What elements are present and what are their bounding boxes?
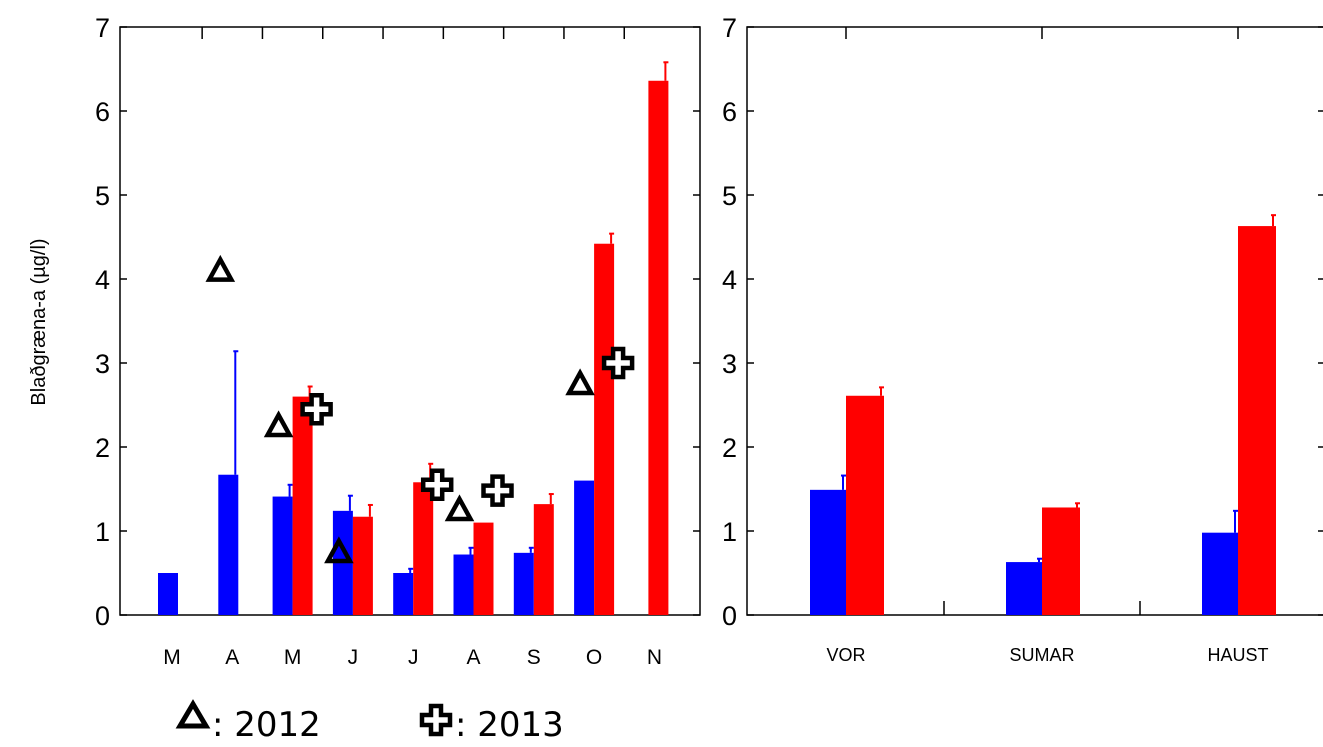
marker-2012-1: [205, 254, 236, 282]
cross-icon: [419, 703, 453, 737]
bar-red-season-1: [1042, 507, 1080, 615]
bar-red-month-2: [292, 396, 313, 615]
x-tick-label-month-4: J: [408, 646, 419, 669]
left-y-tick-label: 7: [95, 13, 110, 43]
seasonal-chart: 0 1 2 3 4 5 6 7 VOR SUMAR HAUST: [722, 13, 1323, 665]
x-tick-label-month-0: M: [163, 646, 181, 669]
x-tick-label-month-2: M: [284, 646, 302, 669]
left-y-tick-label: 5: [95, 181, 110, 211]
bar-blue-season-0: [810, 489, 846, 615]
marker-2012-7: [565, 368, 595, 396]
y-axis-title: Blaðgræna-a (µg/l): [28, 238, 50, 405]
marker-2013-5: [481, 474, 514, 507]
triangle-icon: [175, 699, 211, 729]
legend-item-2012: : 2012: [175, 699, 321, 745]
marker-2012-3: [324, 536, 354, 564]
bar-blue-month-4: [393, 573, 414, 615]
x-tick-label-month-6: S: [527, 646, 541, 669]
marker-2012-5: [444, 494, 475, 522]
right-y-tick-label: 3: [722, 349, 737, 379]
bar-blue-month-6: [513, 552, 534, 615]
x-tick-label-month-3: J: [348, 646, 359, 669]
left-y-tick-label: 2: [95, 433, 110, 463]
x-tick-label-season-0: VOR: [826, 645, 865, 665]
left-y-tick-label: 0: [95, 601, 110, 631]
marker-2013-4: [420, 468, 454, 502]
bar-blue-month-2: [272, 496, 293, 615]
legend-label-2012: : 2012: [212, 705, 321, 745]
monthly-chart: 0 1 2 3 4 5 6 7 M A M J J A S O N: [95, 13, 701, 669]
bar-red-month-3: [352, 516, 373, 615]
bar-red-month-6: [533, 504, 554, 615]
bar-blue-season-2: [1202, 532, 1238, 615]
right-y-tick-label: 6: [722, 97, 737, 127]
legend-item-2013: : 2013: [419, 703, 564, 745]
legend: : 2012 : 2013: [175, 699, 564, 745]
right-y-tick-label: 1: [722, 517, 737, 547]
legend-label-2013: : 2013: [455, 705, 564, 745]
bar-red-month-5: [473, 522, 494, 615]
right-y-tick-label: 7: [722, 13, 737, 43]
marker-2013-2: [300, 392, 333, 426]
left-y-tick-label: 6: [95, 97, 110, 127]
x-tick-label-month-7: O: [586, 646, 602, 669]
x-tick-label-month-1: A: [225, 646, 239, 669]
right-y-tick-label: 2: [722, 433, 737, 463]
marker-2013-7: [601, 346, 635, 380]
bar-blue-month-5: [453, 554, 474, 615]
bar-red-month-8: [648, 80, 669, 615]
bar-blue-month-0: [158, 573, 178, 615]
left-y-tick-label: 4: [95, 265, 110, 295]
left-y-tick-label: 1: [95, 517, 110, 547]
bar-blue-month-7: [574, 480, 595, 615]
bar-red-month-4: [413, 482, 434, 615]
bar-red-month-7: [594, 243, 615, 615]
right-y-tick-label: 4: [722, 265, 737, 295]
x-tick-label-season-2: HAUST: [1207, 645, 1268, 665]
x-tick-label-month-8: N: [647, 646, 662, 669]
marker-2012-2: [263, 410, 294, 438]
bar-red-season-2: [1238, 226, 1276, 615]
x-tick-label-month-5: A: [466, 646, 480, 669]
bar-blue-month-1: [218, 474, 239, 615]
left-y-tick-label: 3: [95, 349, 110, 379]
right-y-tick-label: 0: [722, 601, 737, 631]
right-y-tick-label: 5: [722, 181, 737, 211]
bar-blue-season-1: [1006, 562, 1042, 615]
bar-red-season-0: [846, 395, 884, 615]
x-tick-label-season-1: SUMAR: [1009, 645, 1074, 665]
